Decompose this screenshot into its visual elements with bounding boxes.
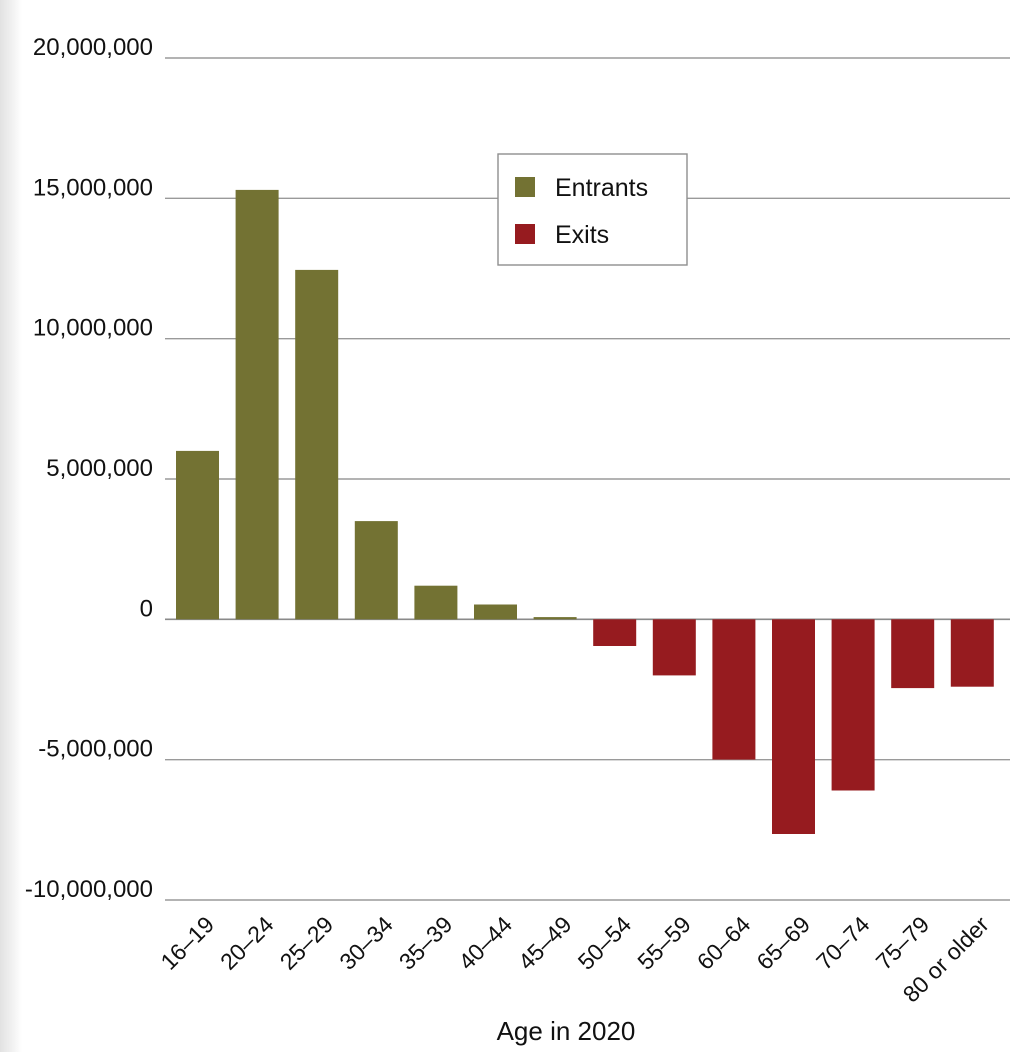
x-tick-label: 50–54 [573,911,637,975]
y-tick-label: 20,000,000 [33,34,153,61]
bar-entrants-4 [414,585,458,620]
bar-entrants-6 [533,617,577,620]
bar-exits-7 [593,619,637,646]
x-tick-label: 65–69 [751,911,815,975]
legend-label-exits: Exits [555,221,609,249]
bar-entrants-2 [295,269,339,620]
legend-swatch-entrants [515,177,535,197]
bar-exits-11 [831,619,875,791]
y-axis-tick-labels: 20,000,000 15,000,000 10,000,000 5,000,000 0… [25,34,153,903]
y-tick-label: 10,000,000 [33,315,153,342]
legend-label-entrants: Entrants [555,174,648,202]
bars [176,189,994,834]
x-tick-label: 55–59 [632,911,696,975]
x-tick-label: 45–49 [513,911,577,975]
bar-exits-8 [652,619,696,676]
y-tick-label: -10,000,000 [25,876,153,903]
x-tick-label: 70–74 [811,911,875,975]
bar-entrants-5 [474,604,517,620]
bar-exits-9 [712,619,756,760]
bar-entrants-3 [354,521,398,620]
legend-swatch-exits [515,224,535,244]
x-axis-tick-labels: 16–1920–2425–2930–3435–3940–4445–4950–54… [155,911,994,1007]
x-tick-label: 20–24 [215,911,279,975]
y-tick-label: -5,000,000 [38,736,153,763]
bar-entrants-1 [235,189,279,620]
y-tick-label: 5,000,000 [46,455,153,482]
y-tick-label: 0 [140,595,153,622]
y-tick-label: 15,000,000 [33,174,153,201]
bar-entrants-0 [176,450,219,620]
bar-exits-12 [891,619,935,689]
x-axis-label: Age in 2020 [497,1016,636,1046]
x-tick-label: 16–19 [155,911,219,975]
bar-exits-10 [772,619,815,834]
x-tick-label: 60–64 [692,911,756,975]
x-tick-label: 30–34 [334,911,398,975]
x-tick-label: 35–39 [394,911,458,975]
bar-exits-13 [950,619,994,687]
legend-box [497,153,688,266]
legend: Entrants Exits [497,153,688,266]
x-tick-label: 40–44 [453,911,517,975]
x-tick-label: 25–29 [275,911,339,975]
